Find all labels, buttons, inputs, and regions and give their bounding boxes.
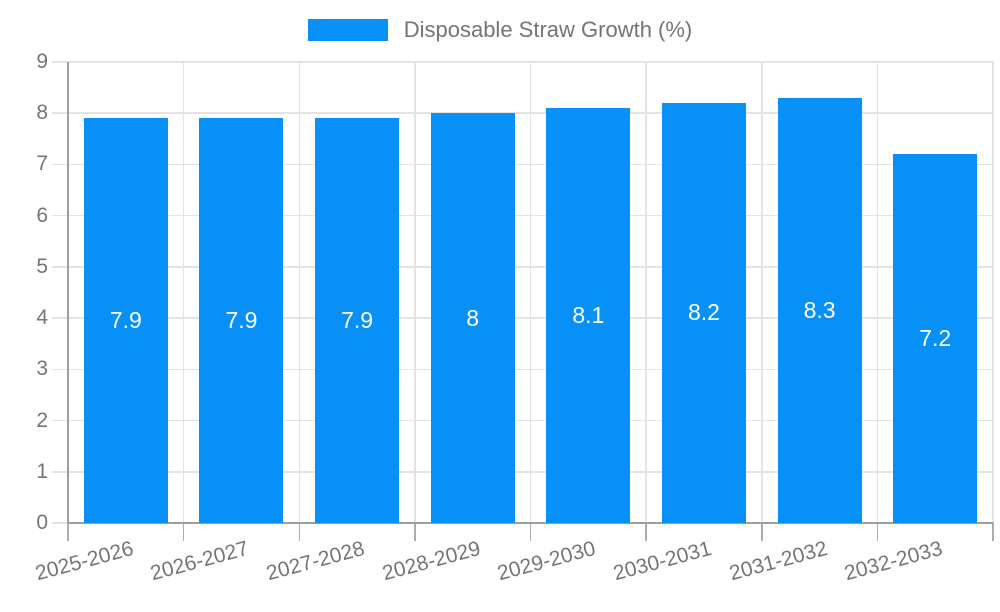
legend-label: Disposable Straw Growth (%) xyxy=(403,17,693,42)
gridline-v xyxy=(529,62,532,523)
gridline-h xyxy=(52,419,993,422)
gridline-v xyxy=(414,62,416,523)
x-tick-mark xyxy=(182,523,185,541)
x-axis-line xyxy=(68,522,993,524)
gridline-v xyxy=(992,62,994,523)
bar[interactable]: 8 xyxy=(430,113,515,523)
x-tick-mark xyxy=(298,523,300,541)
gridline-v xyxy=(298,62,300,523)
x-tick-mark xyxy=(414,523,416,541)
gridline-h xyxy=(52,317,993,319)
bar[interactable]: 7.9 xyxy=(83,118,168,523)
gridline-v xyxy=(182,62,185,523)
gridline-v xyxy=(761,62,763,523)
bar-value-label: 7.9 xyxy=(109,307,142,334)
y-tick-label: 3 xyxy=(36,357,48,381)
y-tick-label: 0 xyxy=(36,511,48,534)
gridline-h xyxy=(52,214,993,217)
y-tick-label: 2 xyxy=(36,408,48,432)
x-tick-mark xyxy=(67,523,69,541)
gridline-h xyxy=(52,163,993,166)
y-tick-label: 8 xyxy=(36,101,48,125)
gridline-h xyxy=(52,61,993,63)
bar[interactable]: 8.2 xyxy=(661,102,746,523)
bar-value-label: 8.1 xyxy=(572,302,605,329)
x-tick-mark xyxy=(761,523,763,541)
bar[interactable]: 8.3 xyxy=(777,97,862,523)
y-tick-label: 4 xyxy=(36,306,48,330)
bar-value-label: 7.9 xyxy=(225,307,258,334)
y-tick-label: 5 xyxy=(36,254,48,278)
bar-value-label: 7.9 xyxy=(341,307,374,334)
bar-value-label: 8.2 xyxy=(687,299,720,326)
legend[interactable]: Disposable Straw Growth (%) xyxy=(0,17,1000,43)
gridline-h xyxy=(52,266,993,268)
gridline-h xyxy=(52,368,993,371)
x-tick-mark xyxy=(876,523,879,541)
bar[interactable]: 7.9 xyxy=(315,118,400,523)
bar[interactable]: 7.2 xyxy=(893,154,978,523)
gridline-v xyxy=(645,62,647,523)
x-tick-mark xyxy=(529,523,532,541)
bar-value-label: 8 xyxy=(466,304,480,331)
bar[interactable]: 8.1 xyxy=(546,108,631,523)
bar[interactable]: 7.9 xyxy=(199,118,284,523)
gridline-h xyxy=(52,471,993,473)
bar-value-label: 7.2 xyxy=(919,325,952,352)
y-tick-label: 9 xyxy=(36,50,48,73)
y-tick-label: 6 xyxy=(36,203,48,227)
plot-area: 0 1 2 3 4 5 6 7 8 9 7.9 7.9 7.9 8 8.1 8.2 8.3 7.2 2025-202… xyxy=(33,50,994,585)
y-tick-label: 1 xyxy=(36,459,48,483)
bar-value-label: 8.3 xyxy=(803,296,836,323)
y-tick-mark xyxy=(52,522,68,524)
y-axis-line xyxy=(67,62,69,523)
x-tick-mark xyxy=(992,523,994,541)
gridline-h xyxy=(52,112,993,114)
x-tick-mark xyxy=(645,523,647,541)
legend-swatch[interactable] xyxy=(307,19,388,41)
y-tick-label: 7 xyxy=(36,152,48,176)
gridline-v xyxy=(876,62,879,523)
